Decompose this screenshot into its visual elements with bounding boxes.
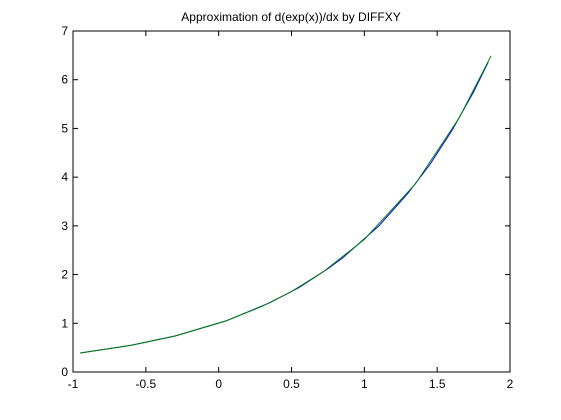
x-tick-label: 2 bbox=[507, 377, 514, 391]
series-line-2 bbox=[80, 55, 492, 354]
y-tick-label: 3 bbox=[61, 219, 68, 233]
chart-title: Approximation of d(exp(x))/dx by DIFFXY bbox=[181, 10, 400, 24]
plot-area-background bbox=[73, 31, 510, 372]
y-tick-label: 0 bbox=[61, 365, 68, 379]
x-tick-label: 1 bbox=[361, 377, 368, 391]
y-tick-label: 4 bbox=[61, 170, 68, 184]
series-layer bbox=[80, 55, 492, 354]
y-tick-label: 5 bbox=[61, 121, 68, 135]
x-tick-label: -1 bbox=[68, 377, 79, 391]
y-tick-label: 1 bbox=[61, 316, 68, 330]
x-tick-label: 0.5 bbox=[283, 377, 300, 391]
x-tick-label: 0 bbox=[215, 377, 222, 391]
y-tick-label: 7 bbox=[61, 24, 68, 38]
tick-layer: -1 -0.5 0 0.5 1 1.5 2 0 1 2 3 4 5 6 7 bbox=[61, 24, 513, 391]
y-tick-label: 2 bbox=[61, 268, 68, 282]
y-tick-label: 6 bbox=[61, 73, 68, 87]
x-tick-label: -0.5 bbox=[135, 377, 156, 391]
x-tick-label: 1.5 bbox=[429, 377, 446, 391]
